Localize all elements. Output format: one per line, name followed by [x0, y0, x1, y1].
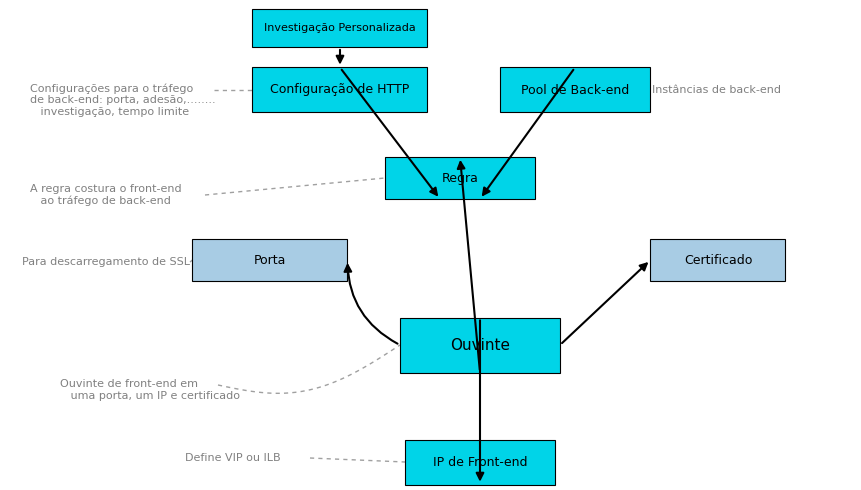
Text: IP de Front-end: IP de Front-end	[432, 456, 527, 468]
Text: Instâncias de back-end: Instâncias de back-end	[651, 85, 780, 95]
Text: Investigação Personalizada: Investigação Personalizada	[263, 23, 415, 33]
FancyBboxPatch shape	[252, 9, 427, 47]
Text: Regra: Regra	[441, 172, 478, 185]
Text: Pool de Back-end: Pool de Back-end	[520, 83, 629, 97]
FancyBboxPatch shape	[650, 239, 784, 281]
Text: Porta: Porta	[253, 253, 286, 267]
Text: A regra costura o front-end
   ao tráfego de back-end: A regra costura o front-end ao tráfego d…	[30, 184, 182, 206]
FancyBboxPatch shape	[252, 68, 427, 113]
Text: Certificado: Certificado	[683, 253, 752, 267]
FancyBboxPatch shape	[405, 440, 554, 485]
Text: Para descarregamento de SSL: Para descarregamento de SSL	[22, 257, 189, 267]
Text: Ouvinte de front-end em
   uma porta, um IP e certificado: Ouvinte de front-end em uma porta, um IP…	[60, 379, 239, 401]
Text: Ouvinte: Ouvinte	[449, 338, 510, 352]
FancyBboxPatch shape	[385, 157, 535, 199]
Text: Configuração de HTTP: Configuração de HTTP	[270, 83, 409, 97]
FancyBboxPatch shape	[400, 318, 560, 372]
Text: Configurações para o tráfego
de back-end: porta, adesão,........
   investigação: Configurações para o tráfego de back-end…	[30, 83, 215, 117]
FancyBboxPatch shape	[499, 68, 649, 113]
Text: Define VIP ou ILB: Define VIP ou ILB	[185, 453, 281, 463]
FancyBboxPatch shape	[192, 239, 347, 281]
